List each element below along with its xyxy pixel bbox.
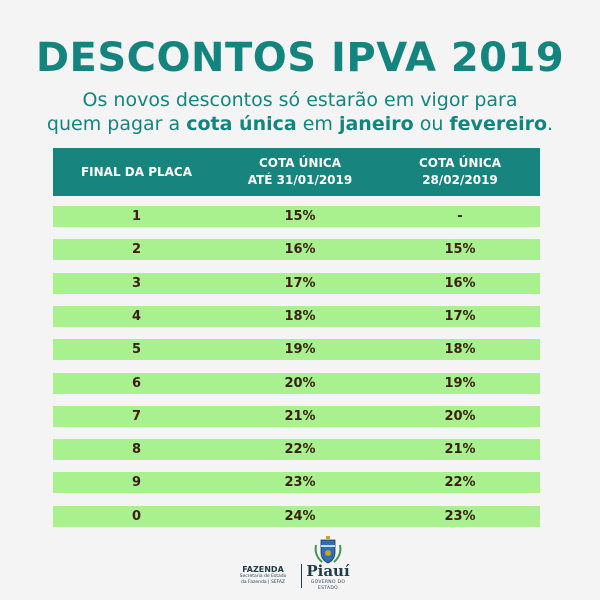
cell-cota-janeiro: 22% xyxy=(284,442,316,457)
cell-cota-fevereiro: 18% xyxy=(444,342,476,357)
state-subtitle: GOVERNO DO ESTADO xyxy=(310,580,346,591)
cell-final-placa: 4 xyxy=(131,309,142,324)
cell-cota-fevereiro: 22% xyxy=(444,475,476,490)
column-header-sublabel: ATÉ 31/01/2019 xyxy=(247,173,353,187)
subtitle-emphasis-cota-unica: cota única xyxy=(186,113,297,135)
table-row: 3 17% 16% xyxy=(53,273,540,294)
column-header-label: COTA ÚNICA xyxy=(418,156,502,170)
subtitle-text-e: ou xyxy=(413,113,450,135)
piaui-logo: Piauí GOVERNO DO ESTADO xyxy=(302,563,354,592)
page-title: DESCONTOS IPVA 2019 xyxy=(35,35,565,81)
column-header-label: COTA ÚNICA xyxy=(258,156,342,170)
table-row: 2 16% 15% xyxy=(53,239,540,260)
cell-final-placa: 6 xyxy=(131,376,142,391)
cell-cota-fevereiro: 16% xyxy=(444,276,476,291)
footer: FAZENDA Secretaria de Estado da Fazenda … xyxy=(0,535,600,595)
cell-final-placa: 8 xyxy=(131,442,142,457)
state-name: Piauí xyxy=(306,562,350,580)
cell-cota-fevereiro: 15% xyxy=(444,242,476,257)
cell-cota-janeiro: 20% xyxy=(284,376,316,391)
table-row: 6 20% 19% xyxy=(53,373,540,394)
cell-final-placa: 3 xyxy=(131,276,142,291)
column-header-sublabel: 28/02/2019 xyxy=(422,173,498,187)
subtitle-line-1: Os novos descontos só estarão em vigor p… xyxy=(82,89,518,111)
cell-final-placa: 0 xyxy=(131,509,142,524)
cell-cota-fevereiro: 20% xyxy=(444,409,476,424)
coat-of-arms-icon xyxy=(314,536,342,564)
cell-cota-janeiro: 23% xyxy=(284,475,316,490)
fazenda-line-2: da Fazenda | SEFAZ xyxy=(241,580,285,585)
table-row: 9 23% 22% xyxy=(53,472,540,493)
fazenda-line-1: Secretaria de Estado xyxy=(239,574,287,579)
subtitle: Os novos descontos só estarão em vigor p… xyxy=(0,88,600,136)
cell-cota-janeiro: 15% xyxy=(284,209,316,224)
column-header-label: FINAL DA PLACA xyxy=(80,164,193,179)
table-row: 5 19% 18% xyxy=(53,339,540,360)
table-row: 4 18% 17% xyxy=(53,306,540,327)
cell-cota-janeiro: 21% xyxy=(284,409,316,424)
cell-final-placa: 5 xyxy=(131,342,142,357)
column-header-cota-janeiro: COTA ÚNICA ATÉ 31/01/2019 xyxy=(220,148,380,196)
subtitle-line-2: quem pagar a cota única em janeiro ou fe… xyxy=(0,112,600,136)
column-header-final-placa: FINAL DA PLACA xyxy=(53,148,220,196)
fazenda-title: FAZENDA xyxy=(242,565,284,574)
subtitle-text-c: em xyxy=(296,113,339,135)
cell-cota-janeiro: 19% xyxy=(284,342,316,357)
cell-final-placa: 2 xyxy=(131,242,142,257)
cell-final-placa: 9 xyxy=(131,475,142,490)
subtitle-emphasis-fevereiro: fevereiro xyxy=(449,113,548,135)
table-row: 8 22% 21% xyxy=(53,439,540,460)
cell-cota-fevereiro: - xyxy=(457,209,463,224)
subtitle-text-g: . xyxy=(547,113,554,135)
column-header-cota-fevereiro: COTA ÚNICA 28/02/2019 xyxy=(380,148,540,196)
fazenda-logo: FAZENDA Secretaria de Estado da Fazenda … xyxy=(232,565,294,586)
cell-cota-janeiro: 16% xyxy=(284,242,316,257)
subtitle-text-a: quem pagar a xyxy=(46,113,187,135)
subtitle-emphasis-janeiro: janeiro xyxy=(338,113,414,135)
table-row: 1 15% - xyxy=(53,206,540,227)
cell-cota-fevereiro: 23% xyxy=(444,509,476,524)
cell-cota-fevereiro: 17% xyxy=(444,309,476,324)
table-row: 7 21% 20% xyxy=(53,406,540,427)
cell-cota-fevereiro: 21% xyxy=(444,442,476,457)
cell-cota-janeiro: 24% xyxy=(284,509,316,524)
table-row: 0 24% 23% xyxy=(53,506,540,527)
cell-cota-janeiro: 18% xyxy=(284,309,316,324)
cell-final-placa: 7 xyxy=(131,409,142,424)
table-header: FINAL DA PLACA COTA ÚNICA ATÉ 31/01/2019… xyxy=(53,148,540,196)
footer-divider xyxy=(301,564,302,588)
cell-cota-janeiro: 17% xyxy=(284,276,316,291)
cell-cota-fevereiro: 19% xyxy=(444,376,476,391)
cell-final-placa: 1 xyxy=(131,209,142,224)
